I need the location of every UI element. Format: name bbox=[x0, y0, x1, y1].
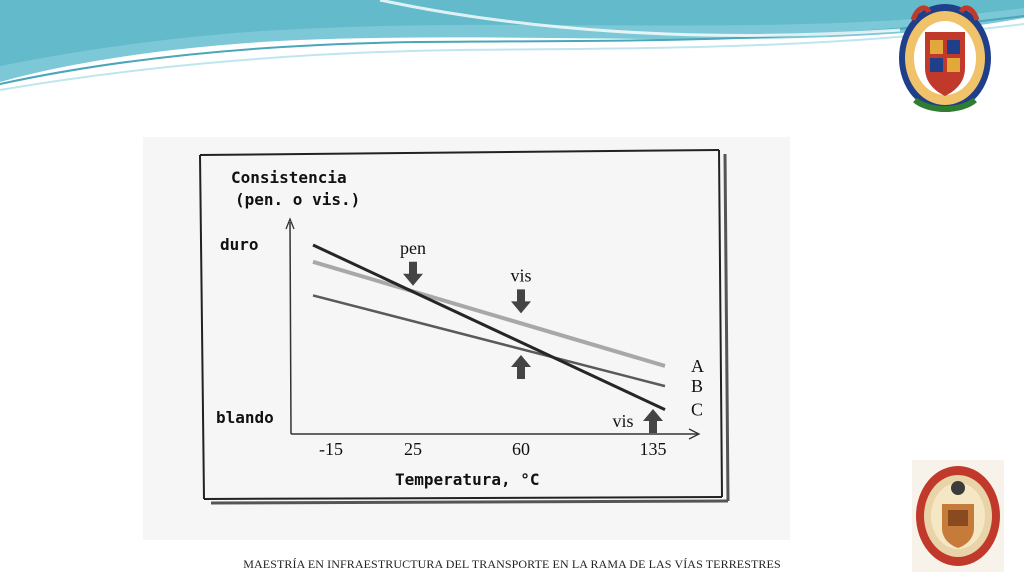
up-arrow-icon bbox=[643, 409, 663, 433]
header-waves bbox=[0, 0, 1024, 91]
x-tick-label: -15 bbox=[319, 439, 343, 459]
x-tick-label: 135 bbox=[640, 439, 667, 459]
series-layer: ABC bbox=[312, 243, 704, 420]
x-axis-arrow bbox=[688, 428, 701, 440]
down-arrow-icon bbox=[511, 289, 531, 314]
university-seal-icon bbox=[899, 4, 991, 112]
annotations-layer: pen vis vis bbox=[400, 238, 663, 433]
faculty-seal-icon bbox=[912, 460, 1004, 572]
y-axis-label-line1: Consistencia bbox=[231, 168, 347, 187]
chart-figure: Consistencia (pen. o vis.) duro blando T… bbox=[143, 137, 790, 540]
footer-text: MAESTRÍA EN INFRAESTRUCTURA DEL TRANSPOR… bbox=[243, 557, 781, 571]
y-top-label: duro bbox=[220, 235, 259, 254]
series-line-C bbox=[312, 243, 666, 411]
y-axis-label-line2: (pen. o vis.) bbox=[235, 190, 360, 209]
x-axis-label: Temperatura, °C bbox=[395, 470, 540, 489]
down-arrow-icon bbox=[403, 261, 423, 286]
annotation-label: pen bbox=[400, 238, 426, 258]
series-label-C: C bbox=[691, 400, 703, 420]
series-label-B: B bbox=[691, 376, 703, 396]
series-line-A bbox=[312, 259, 666, 368]
y-bottom-label: blando bbox=[216, 408, 274, 427]
up-arrow-icon bbox=[511, 355, 531, 380]
series-label-A: A bbox=[691, 356, 704, 376]
annotation-label: vis bbox=[612, 411, 633, 431]
annotation-label: vis bbox=[510, 265, 531, 285]
chart-frame bbox=[199, 149, 730, 505]
x-tick-label: 25 bbox=[404, 439, 422, 459]
y-axis-arrow bbox=[285, 217, 295, 230]
figure-background bbox=[143, 137, 790, 540]
x-tick-label: 60 bbox=[512, 439, 530, 459]
y-axis bbox=[289, 221, 292, 435]
series-line-B bbox=[312, 294, 666, 388]
ticks-layer: -15 25 60 135 bbox=[319, 439, 667, 459]
